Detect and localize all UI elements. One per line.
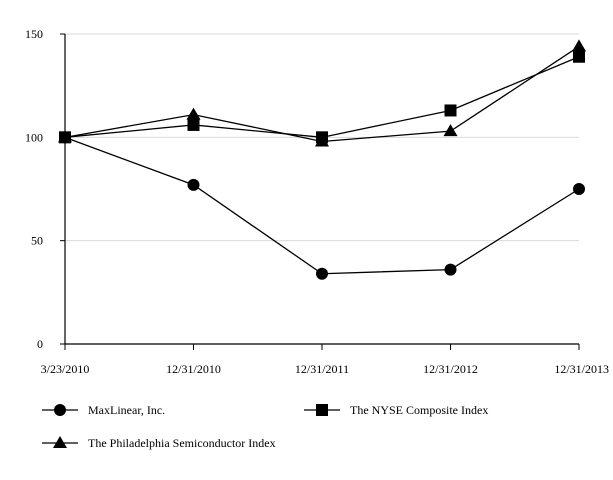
series-group — [58, 39, 586, 280]
legend-marker-icon — [316, 404, 328, 416]
legend-label: The Philadelphia Semiconductor Index — [88, 436, 276, 450]
data-point — [315, 134, 329, 147]
data-point — [573, 50, 585, 63]
legend-item: The NYSE Composite Index — [304, 403, 488, 417]
legend-label: The NYSE Composite Index — [350, 403, 488, 417]
y-axis-ticks: 0 50 100 150 — [25, 27, 65, 351]
x-tick-label: 12/31/2012 — [423, 362, 478, 376]
series-circle — [59, 131, 585, 280]
legend-item: The Philadelphia Semiconductor Index — [42, 436, 276, 450]
series-line — [64, 136, 580, 275]
data-point — [316, 267, 328, 280]
legend-label: MaxLinear, Inc. — [88, 403, 165, 417]
x-axis-ticks: 3/23/2010 12/31/2010 12/31/2011 12/31/2012 1… — [41, 344, 609, 376]
x-tick-label: 12/31/2013 — [554, 362, 609, 376]
y-tick-label: 50 — [31, 234, 43, 248]
data-point — [443, 124, 458, 137]
y-tick-label: 150 — [25, 27, 43, 41]
series-square — [59, 50, 585, 144]
x-tick-label: 3/23/2010 — [41, 362, 90, 376]
data-point — [58, 130, 72, 143]
data-point — [187, 118, 200, 131]
y-tick-label: 100 — [25, 130, 43, 144]
data-point — [444, 263, 457, 276]
legend-item: MaxLinear, Inc. — [42, 403, 165, 417]
series-line — [64, 45, 580, 143]
data-point — [572, 39, 586, 52]
data-point — [573, 183, 585, 195]
x-tick-label: 12/31/2010 — [166, 362, 221, 376]
axes — [64, 34, 579, 345]
legend-marker-icon — [53, 436, 67, 448]
legend: MaxLinear, Inc. The NYSE Composite Index T… — [42, 403, 488, 450]
data-point — [186, 107, 201, 120]
series-triangle — [58, 39, 586, 147]
data-point — [444, 104, 457, 117]
legend-marker-icon — [54, 404, 66, 416]
x-tick-label: 12/31/2011 — [295, 362, 349, 376]
y-tick-label: 0 — [37, 337, 43, 351]
data-point — [187, 178, 200, 191]
